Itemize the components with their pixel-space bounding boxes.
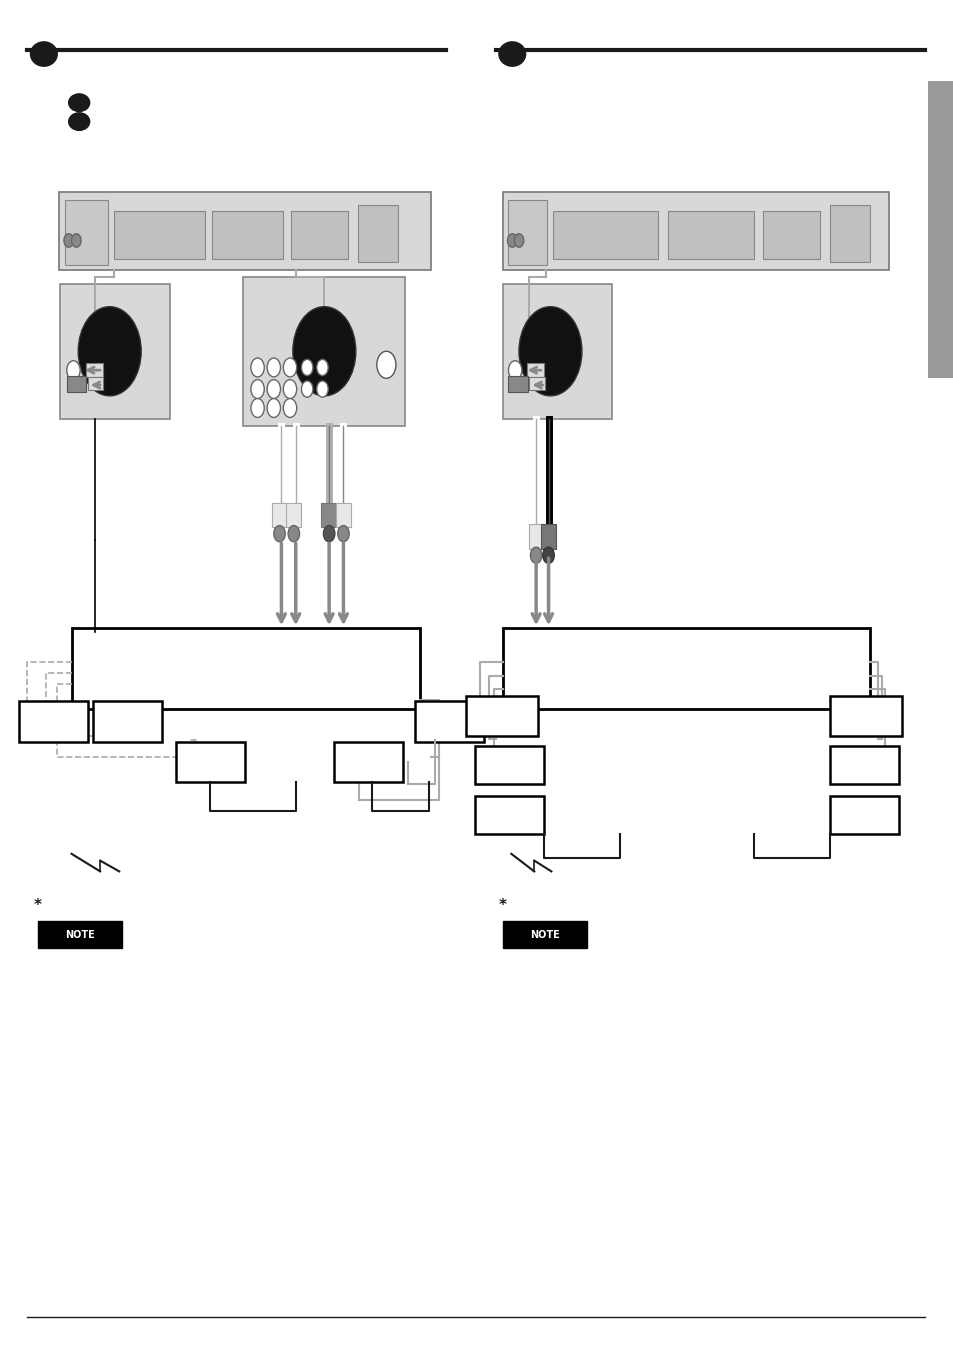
Bar [829, 696, 902, 736]
Bar [829, 796, 898, 834]
Bar [762, 211, 820, 259]
Bar [59, 192, 431, 270]
Circle shape [507, 234, 517, 247]
Circle shape [251, 380, 264, 399]
Ellipse shape [69, 112, 90, 131]
Circle shape [283, 380, 296, 399]
Bar [502, 921, 586, 948]
Bar [71, 628, 419, 709]
Circle shape [301, 381, 313, 397]
Bar [415, 701, 483, 742]
Bar [529, 377, 544, 390]
Circle shape [251, 399, 264, 417]
Bar [272, 503, 287, 527]
Bar [334, 742, 402, 782]
Text: NOTE: NOTE [529, 929, 559, 940]
Bar [540, 524, 556, 549]
Bar [829, 746, 898, 784]
Bar [93, 701, 162, 742]
Bar [67, 376, 86, 392]
Bar [38, 921, 122, 948]
Circle shape [274, 526, 285, 542]
Circle shape [337, 526, 349, 542]
Bar [60, 284, 170, 419]
Bar [502, 192, 888, 270]
Circle shape [530, 547, 541, 563]
Bar [465, 696, 537, 736]
Bar [508, 376, 527, 392]
Bar [829, 205, 869, 262]
Bar [176, 742, 245, 782]
Circle shape [323, 526, 335, 542]
Ellipse shape [30, 42, 57, 66]
Bar [335, 503, 351, 527]
Circle shape [288, 526, 299, 542]
Circle shape [283, 358, 296, 377]
Bar [667, 211, 753, 259]
Text: *: * [498, 897, 506, 913]
Circle shape [376, 351, 395, 378]
Circle shape [267, 399, 280, 417]
Circle shape [508, 361, 521, 380]
Bar [88, 377, 103, 390]
Text: NOTE: NOTE [65, 929, 95, 940]
Circle shape [293, 307, 355, 396]
Bar [321, 503, 336, 527]
Bar [243, 277, 405, 426]
Bar [526, 363, 543, 377]
Circle shape [71, 234, 81, 247]
Bar [19, 701, 88, 742]
Circle shape [301, 359, 313, 376]
Ellipse shape [498, 42, 525, 66]
Circle shape [542, 547, 554, 563]
Bar [475, 796, 543, 834]
Bar [553, 211, 658, 259]
Circle shape [251, 358, 264, 377]
Circle shape [316, 381, 328, 397]
Bar [212, 211, 283, 259]
Circle shape [267, 380, 280, 399]
Bar [114, 211, 205, 259]
Bar [475, 746, 543, 784]
Circle shape [514, 234, 523, 247]
Circle shape [316, 359, 328, 376]
Circle shape [64, 234, 73, 247]
Text: *: * [34, 897, 42, 913]
Circle shape [67, 361, 80, 380]
Circle shape [78, 307, 141, 396]
Circle shape [267, 358, 280, 377]
Circle shape [283, 399, 296, 417]
Bar [286, 503, 301, 527]
Bar [502, 628, 869, 709]
Bar [502, 284, 612, 419]
Circle shape [518, 307, 581, 396]
Bar [86, 363, 103, 377]
Ellipse shape [69, 95, 90, 112]
Bar [357, 205, 397, 262]
Bar [508, 200, 546, 265]
Bar [65, 200, 108, 265]
Bar [291, 211, 348, 259]
Bar [927, 81, 953, 378]
Bar [528, 524, 543, 549]
